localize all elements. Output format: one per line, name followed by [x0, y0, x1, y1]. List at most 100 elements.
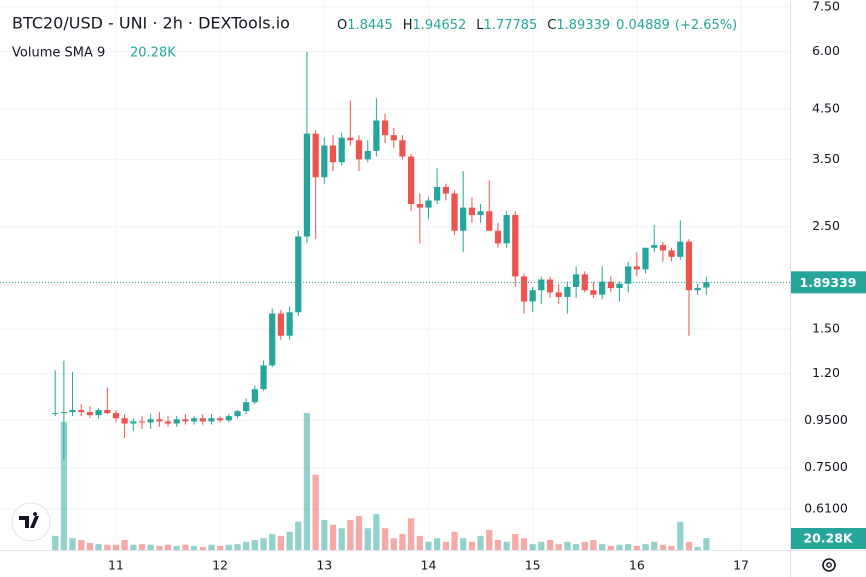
indicator-name: Volume SMA 9: [12, 46, 105, 61]
volume-bar: [555, 544, 562, 550]
candle-body: [468, 207, 476, 216]
candle-body: [520, 276, 528, 302]
ohlc-label: C: [547, 18, 556, 33]
ohlc-value: 1.94652: [413, 18, 467, 33]
volume-bar: [138, 544, 146, 550]
volume-bar: [486, 530, 493, 550]
indicator-value: 20.28K: [130, 46, 176, 61]
volume-tag: [791, 528, 866, 549]
candle-body: [182, 419, 189, 422]
candle-body: [121, 418, 128, 424]
candle-body: [321, 145, 328, 178]
price-tag-label: 1.89339: [800, 275, 857, 290]
candle-body: [295, 236, 302, 313]
candle-body: [164, 421, 172, 424]
candle-body: [694, 288, 701, 291]
volume-bar: [573, 544, 580, 550]
volume-bar: [329, 524, 337, 550]
candle-body: [251, 389, 258, 403]
volume-bar: [164, 544, 172, 550]
ohlc-label: H: [403, 18, 413, 33]
volume-bar: [633, 545, 640, 550]
y-tick-label: 7.50: [812, 0, 840, 13]
candle-body: [112, 413, 120, 419]
candle-body: [156, 419, 163, 422]
volume-bar: [95, 544, 102, 550]
candle-body: [208, 418, 215, 422]
candle-body: [677, 241, 684, 257]
candle-body: [564, 286, 571, 297]
y-tick-label: 0.9500: [804, 412, 848, 427]
y-tick-label: 2.50: [812, 218, 840, 233]
volume-bar: [616, 544, 623, 550]
volume-bar: [581, 541, 588, 550]
candle-body: [573, 274, 580, 287]
volume-bar: [468, 541, 476, 550]
y-tick-label: 4.50: [812, 101, 840, 116]
volume-bar: [625, 544, 632, 550]
volume-bar: [286, 531, 293, 550]
candle-body: [269, 313, 276, 366]
volume-bar: [173, 545, 180, 550]
candle-body: [69, 410, 76, 413]
candle-body: [642, 247, 649, 270]
candle-body: [442, 186, 450, 194]
volume-bar: [208, 544, 215, 550]
candle-body: [633, 266, 640, 270]
volume-bar: [234, 544, 241, 550]
volume-bar: [434, 538, 441, 550]
ohlc-value: 1.77785: [484, 18, 538, 33]
candle-body: [529, 290, 536, 302]
candle-body: [590, 290, 597, 295]
candle-body: [78, 410, 85, 413]
chart-title: BTC20/USD - UNI · 2h · DEXTools.io: [12, 14, 290, 33]
candle-body: [685, 241, 693, 291]
y-tick-label: 1.50: [812, 320, 840, 335]
volume-bar: [494, 540, 502, 550]
volume-bar: [121, 540, 128, 550]
volume-bar: [599, 544, 606, 550]
candle-body: [390, 135, 397, 141]
ohlc-value: 1.8445: [347, 18, 393, 33]
volume-bar: [373, 514, 380, 550]
candle-body: [303, 133, 311, 237]
candle-body: [381, 120, 389, 136]
settings-icon[interactable]: [822, 558, 836, 572]
volume-layer: [52, 413, 710, 550]
volume-bar: [225, 544, 232, 550]
candle-body: [659, 245, 667, 251]
grid: [0, 0, 790, 550]
candle-body: [703, 282, 710, 288]
candle-body: [364, 150, 371, 160]
volume-bar: [512, 534, 519, 550]
candle-body: [607, 281, 614, 289]
change-value: 0.04889: [616, 18, 670, 33]
volume-bar: [347, 520, 354, 550]
volume-bar: [86, 542, 94, 550]
candle-body: [407, 156, 415, 205]
volume-bar: [416, 535, 423, 550]
volume-bar: [390, 538, 397, 550]
volume-bar: [460, 538, 467, 550]
volume-bar: [503, 541, 510, 550]
volume-bar: [321, 520, 328, 550]
volume-bar: [251, 540, 258, 550]
volume-bar: [407, 518, 415, 550]
candle-body: [217, 418, 224, 421]
volume-bar: [78, 540, 85, 550]
candle-body: [138, 421, 146, 423]
volume-bar: [182, 544, 189, 550]
volume-bar: [564, 541, 571, 550]
volume-bar: [130, 544, 137, 550]
ohlc-label: O: [337, 18, 347, 33]
candle-body: [477, 211, 484, 216]
candle-body: [286, 312, 293, 336]
candle-body: [503, 215, 510, 244]
volume-bar: [442, 541, 450, 550]
candle-body: [399, 140, 406, 157]
candle-body: [234, 411, 241, 417]
volume-bar: [190, 545, 198, 550]
candle-body: [260, 365, 267, 390]
